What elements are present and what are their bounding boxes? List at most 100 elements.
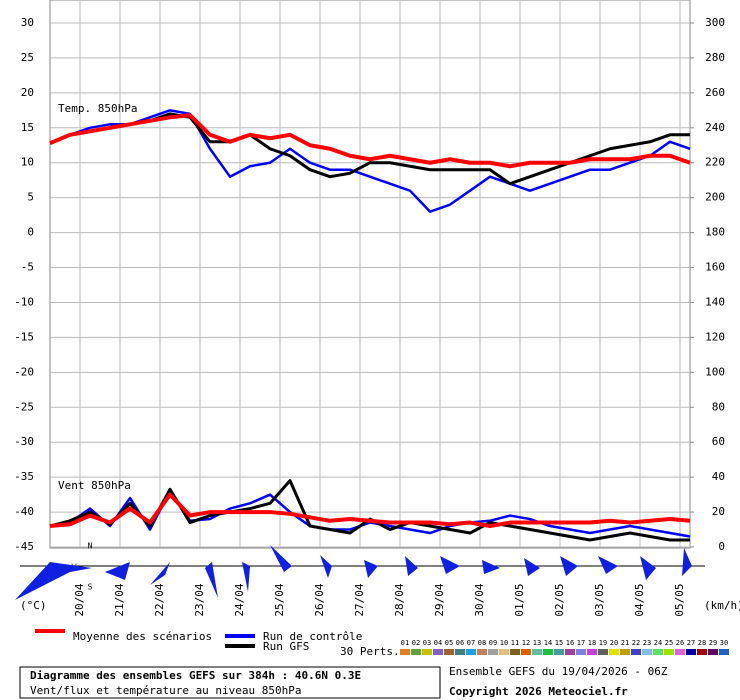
y-tick-label: -30 [14,435,34,448]
y2-tick-label: 0 [718,540,725,553]
pert-swatch [521,649,531,655]
pert-label: 14 [544,639,552,647]
rose [598,556,618,574]
x-tick-label: 02/05 [553,583,566,616]
x-tick-label: 27/04 [353,583,366,616]
y2-tick-label: 100 [705,365,725,378]
pert-label: 25 [665,639,673,647]
pert-swatch [664,649,674,655]
footer-subtitle: Vent/flux et température au niveau 850hP… [30,684,302,697]
pert-swatch [609,649,619,655]
pert-label: 02 [412,639,420,647]
legend: Moyenne des scénarios Run de contrôle Ru… [35,629,400,658]
y-tick-label: 0 [27,226,34,239]
rose [270,545,292,572]
pert-label: 26 [676,639,684,647]
pert-label: 27 [687,639,695,647]
pert-swatch [444,649,454,655]
pert-swatch [499,649,509,655]
y2-tick-label: 120 [705,330,725,343]
pert-swatch [422,649,432,655]
pert-label: 15 [555,639,563,647]
pert-label: 30 [720,639,728,647]
pert-label: 23 [643,639,651,647]
y-tick-label: -5 [21,261,34,274]
pert-swatch [587,649,597,655]
y-tick-label: -40 [14,505,34,518]
pert-label: 04 [434,639,442,647]
pert-swatch [576,649,586,655]
pert-label: 28 [698,639,706,647]
x-tick-label: 30/04 [473,583,486,616]
y-tick-label: 10 [21,156,34,169]
rose [364,560,378,578]
x-tick-label: 05/05 [673,583,686,616]
x-tick-label: 24/04 [233,583,246,616]
x-tick-label: 04/05 [633,583,646,616]
y2-tick-label: 280 [705,51,725,64]
pert-label: 01 [401,639,409,647]
pert-label: 08 [478,639,486,647]
y-tick-label: -20 [14,365,34,378]
pert-swatch [620,649,630,655]
pert-label: 18 [588,639,596,647]
pert-swatch [510,649,520,655]
x-tick-label: 21/04 [113,583,126,616]
pert-label: 10 [500,639,508,647]
rose [524,558,540,576]
rose [15,562,92,600]
y2-tick-label: 60 [712,435,725,448]
x-tick-label: 22/04 [153,583,166,616]
compass-n: N [88,542,93,551]
x-tick-label: 03/05 [593,583,606,616]
pert-swatch [642,649,652,655]
pert-label: 21 [621,639,629,647]
temp-label: Temp. 850hPa [58,102,137,115]
legend-label: Run de contrôle [263,630,362,643]
pert-label: 24 [654,639,662,647]
y-tick-label: -25 [14,400,34,413]
pert-swatch [565,649,575,655]
pert-swatch [719,649,729,655]
pert-swatch [433,649,443,655]
legend-label: Run GFS [263,640,309,653]
rose [682,548,692,576]
x-tick-label: 29/04 [433,583,446,616]
plot-area [49,0,691,549]
pert-swatch [488,649,498,655]
x-tick-label: 26/04 [313,583,326,616]
pert-swatch [455,649,465,655]
rose [205,562,218,598]
rose [640,556,656,580]
y-tick-label: 30 [21,16,34,29]
pert-label: 20 [610,639,618,647]
x-tick-label: 23/04 [193,583,206,616]
y-tick-label: 15 [21,121,34,134]
pert-swatch [675,649,685,655]
y-tick-label: -35 [14,470,34,483]
pert-swatch [653,649,663,655]
pert-swatch [631,649,641,655]
pert-swatch [708,649,718,655]
pert-label: 12 [522,639,530,647]
y-tick-label: -45 [14,540,34,553]
pert-label: 19 [599,639,607,647]
y-tick-label: 20 [21,86,34,99]
y2-tick-label: 240 [705,121,725,134]
series-line [49,113,691,169]
pert-label: 06 [456,639,464,647]
series-line [49,109,691,213]
pert-swatch [543,649,553,655]
y2-tick-label: 80 [712,400,725,413]
rose [105,562,130,580]
y2-tick-label: 40 [712,470,725,483]
wind-label: Vent 850hPa [58,479,131,492]
pert-label: 03 [423,639,431,647]
footer-box [19,666,441,699]
pert-swatch [466,649,476,655]
y2-tick-label: 20 [712,505,725,518]
footer-copyright: Copyright 2026 Meteociel.fr [449,685,628,698]
x-tick-label: 28/04 [393,583,406,616]
pert-swatch [598,649,608,655]
pert-label: 29 [709,639,717,647]
